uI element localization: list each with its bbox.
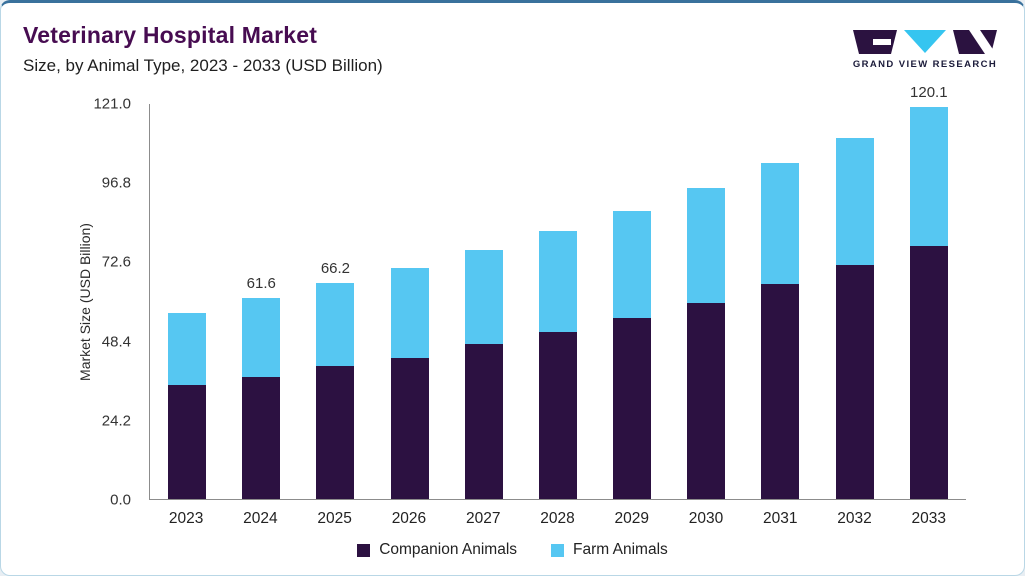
bar-segment-farm-animals	[835, 137, 874, 265]
x-axis-label-2027: 2027	[465, 510, 501, 527]
x-axis-label-2030: 2030	[688, 510, 724, 527]
chart-subtitle: Size, by Animal Type, 2023 - 2033 (USD B…	[23, 56, 383, 75]
bar-value-label: 61.6	[246, 274, 276, 292]
x-axis-label-2033: 2033	[911, 510, 947, 527]
logo-icon	[853, 30, 997, 54]
bar-2029	[613, 104, 652, 499]
y-axis-tick-label: 96.8	[101, 174, 131, 192]
x-axis-label-2028: 2028	[540, 510, 575, 527]
bar-segment-farm-animals	[390, 267, 429, 358]
x-axis-label-2032: 2032	[837, 510, 872, 527]
bar-segment-farm-animals	[909, 106, 948, 246]
x-axis-label-2024: 2024	[243, 510, 278, 527]
bar-segment-farm-animals	[464, 249, 503, 345]
x-axis-label-2031: 2031	[763, 510, 798, 527]
bar-segment-companion-animals	[761, 283, 800, 499]
bar-segment-companion-animals	[835, 264, 874, 499]
x-axis-labels: 2023 2024 2025 2026 2027 2028 2029 2030 2031 2032…	[149, 500, 966, 528]
grand-view-research-logo: GRAND VIEW RESEARCH	[850, 29, 1000, 70]
bar-segment-farm-animals	[316, 282, 355, 367]
y-axis-tick-label: 0.0	[110, 491, 131, 509]
bar-segment-companion-animals	[464, 344, 503, 499]
y-axis-ticks: 0.0 24.2 48.4 72.6 96.8 121.0	[51, 96, 141, 509]
bar-segment-farm-animals	[613, 211, 652, 319]
bar-2033: 120.1	[909, 84, 948, 499]
bar-2028	[538, 104, 577, 499]
bar-2030	[687, 104, 726, 499]
bar-segment-companion-animals	[613, 318, 652, 499]
bar-segment-companion-animals	[168, 385, 207, 499]
y-axis-tick-label: 72.6	[101, 253, 131, 271]
legend-swatch-companion-animals-icon	[357, 543, 371, 557]
legend-item-farm-animals: Farm Animals	[551, 541, 668, 559]
bar-2027	[464, 104, 503, 499]
bar-value-label: 66.2	[320, 259, 351, 277]
y-axis-tick-label: 24.2	[101, 412, 131, 430]
x-axis-label-2025: 2025	[317, 510, 352, 527]
bar-value-label: 120.1	[910, 83, 948, 101]
bar-segment-companion-animals	[909, 245, 948, 499]
y-axis-tick-label: 121.0	[93, 95, 131, 113]
bar-2025: 66.2	[316, 104, 355, 499]
legend-swatch-farm-animals-icon	[551, 543, 565, 557]
page-title: Veterinary Hospital Market	[23, 22, 318, 48]
x-axis-label-2029: 2029	[614, 510, 649, 527]
bar-2026	[390, 104, 429, 499]
bar-segment-farm-animals	[168, 312, 207, 386]
bar-segment-farm-animals	[687, 188, 726, 304]
bar-segment-farm-animals	[242, 297, 281, 377]
bar-2031	[761, 104, 800, 499]
logo-text: GRAND VIEW RESEARCH	[852, 59, 998, 70]
y-axis-tick-label: 48.4	[101, 333, 131, 351]
bar-segment-companion-animals	[316, 366, 355, 499]
bar-2032	[835, 104, 874, 499]
bar-2023	[168, 104, 207, 499]
legend-label-farm-animals: Farm Animals	[573, 541, 668, 558]
plot-area: 61.6 66.2 120.1	[149, 84, 966, 500]
bar-segment-companion-animals	[390, 357, 429, 499]
bar-segment-companion-animals	[538, 331, 577, 499]
bar-segment-companion-animals	[687, 303, 726, 499]
x-axis-label-2023: 2023	[168, 510, 204, 527]
bar-segment-farm-animals	[761, 163, 800, 284]
legend-item-companion-animals: Companion Animals	[357, 541, 517, 559]
bar-segment-companion-animals	[242, 376, 281, 499]
legend: Companion Animals Farm Animals	[1, 541, 1024, 559]
x-axis-label-2026: 2026	[391, 510, 427, 527]
bar-segment-farm-animals	[538, 231, 577, 332]
bar-2024: 61.6	[242, 104, 281, 499]
legend-label-companion-animals: Companion Animals	[379, 541, 518, 558]
